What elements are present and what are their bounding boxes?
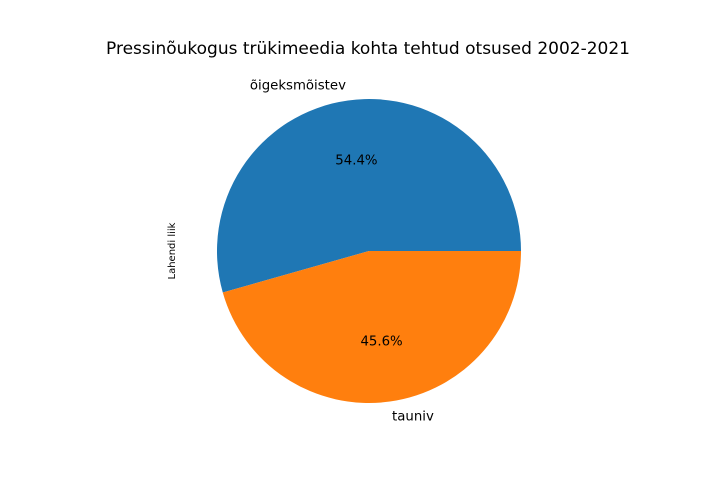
- slice-label-1: õigeksmõistev: [250, 78, 346, 93]
- chart-title: Pressinõukogus trükimeedia kohta tehtud …: [106, 39, 630, 59]
- slice-percent-1: 54.4%: [335, 154, 377, 169]
- pie-slices: [216, 99, 521, 404]
- slice-label-2: tauniv: [392, 410, 434, 425]
- slice-percent-2: 45.6%: [360, 334, 402, 349]
- y-axis-label: Lahendi liik: [167, 222, 178, 279]
- pie-slice-1: [216, 99, 521, 293]
- pie-labels: õigeksmõistev 54.4% tauniv 45.6%: [250, 78, 434, 424]
- pie-slice-2: [222, 251, 521, 404]
